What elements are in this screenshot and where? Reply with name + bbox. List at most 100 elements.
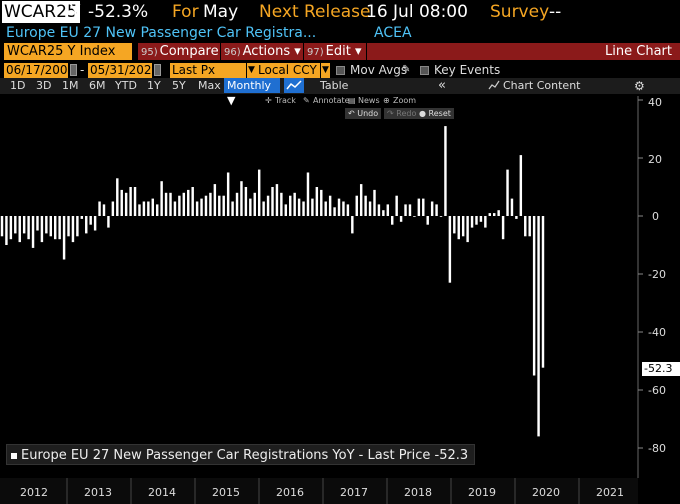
bar [36,216,39,231]
zoom-button[interactable]: Zoom [393,96,417,105]
undo-button[interactable]: ↶ Undo [345,108,382,119]
range-3d[interactable]: 3D [36,79,52,92]
bar [240,181,243,216]
bar [537,216,540,437]
line-chart-icon[interactable] [284,78,304,93]
bar [488,213,492,216]
news-icon[interactable]: ▤ [348,96,356,105]
track-icon[interactable]: ✛ [265,96,272,105]
bar [98,201,101,216]
chart-legend[interactable]: Europe EU 27 New Passenger Car Registrat… [6,444,476,465]
reset-button[interactable]: ● Reset [416,108,454,119]
undo-icon: ↶ [348,109,358,118]
bar [337,198,341,216]
annotate-button[interactable]: Annotate [313,96,350,105]
ticker[interactable]: WCAR25 [2,1,80,23]
bar [342,201,345,216]
zoom-icon[interactable]: ⊕ [383,96,390,105]
calendar-icon[interactable] [154,64,161,76]
actions-button[interactable]: 96) Actions ▾ [221,43,303,60]
range-1d[interactable]: 1D [10,79,26,92]
start-date-input[interactable]: 06/17/2000 [4,63,76,78]
chart-content-icon[interactable] [488,78,500,94]
end-date-input[interactable]: 05/31/2020 [88,63,160,78]
bar [178,195,181,216]
bar [31,216,35,248]
reset-icon: ● [419,109,429,118]
bar [466,216,469,243]
gear-icon[interactable]: ⚙ [634,79,645,93]
edit-button[interactable]: 97) Edit ▾ [304,43,366,60]
chevron-down-icon[interactable]: ▼ [246,63,256,78]
mov-avgs-checkbox[interactable] [336,66,345,75]
bar [40,216,44,243]
key-events-checkbox[interactable] [420,66,429,75]
currency-select[interactable]: Local CCY [256,63,320,78]
compare-label: Compare [159,44,219,59]
actions-label: Actions ▾ [242,44,301,59]
bar [80,216,84,219]
range-6m[interactable]: 6M [89,79,106,92]
security-input[interactable]: WCAR25 Y Index [4,43,132,60]
table-button[interactable]: Table [320,79,349,92]
bar [253,192,256,216]
bar [430,201,434,216]
bar [439,216,443,217]
change-value: -52.3% [88,2,149,22]
bar [359,184,363,216]
bar [524,216,527,237]
range-1y[interactable]: 1Y [147,79,161,92]
mov-avgs-label[interactable]: Mov Avgs [350,63,408,77]
bar [27,216,30,240]
next-release-value: 16 Jul 08:00 [366,2,468,22]
collapse-icon[interactable]: « [438,78,446,93]
bar [85,216,88,234]
bar [0,216,4,237]
bar [155,204,159,216]
main-toolbar: WCAR25 Y Index 95) Compare 96) Actions ▾ 9… [0,42,680,61]
chevron-down-icon[interactable]: ▼ [320,63,330,78]
bar [444,126,447,216]
price-field-select[interactable]: Last Px [170,63,246,78]
bar [244,187,248,216]
undo-label: Undo [357,109,379,118]
bar [138,204,141,216]
bar [257,169,261,216]
bar [541,216,545,368]
news-button[interactable]: News [358,96,380,105]
source: ACEA [374,25,412,41]
bar [93,216,97,231]
range-1m[interactable]: 1M [62,79,79,92]
compare-button[interactable]: 95) Compare [138,43,220,60]
for-value: May [203,2,239,22]
bar [506,169,509,216]
pencil-icon[interactable]: ✎ [402,64,411,75]
redo-button[interactable]: ↷ Redo [384,108,420,119]
bar [351,216,354,234]
y-tick-label: -20 [648,268,666,281]
bar [328,195,332,216]
bar [116,178,119,216]
bar [399,216,403,222]
calendar-icon[interactable] [70,64,77,76]
chart-content-button[interactable]: Chart Content [503,79,581,92]
bar [391,216,394,225]
bar [422,198,425,216]
track-button[interactable]: Track [275,96,296,105]
bar [266,195,270,216]
key-events-label[interactable]: Key Events [434,63,501,77]
range-max[interactable]: Max [198,79,221,92]
bar [195,201,199,216]
bar [71,216,75,243]
bar [120,189,123,216]
bar [111,201,115,216]
bar [280,192,283,216]
annotate-icon[interactable]: ✎ [303,96,310,105]
range-ytd[interactable]: YTD [115,79,137,92]
bar [302,201,305,216]
x-tick-label: 2016 [276,486,304,499]
chart-plot[interactable] [0,96,680,504]
redo-label: Redo [396,109,417,118]
range-5y[interactable]: 5Y [172,79,186,92]
periodicity-select[interactable]: Monthly ▼ [224,78,280,107]
